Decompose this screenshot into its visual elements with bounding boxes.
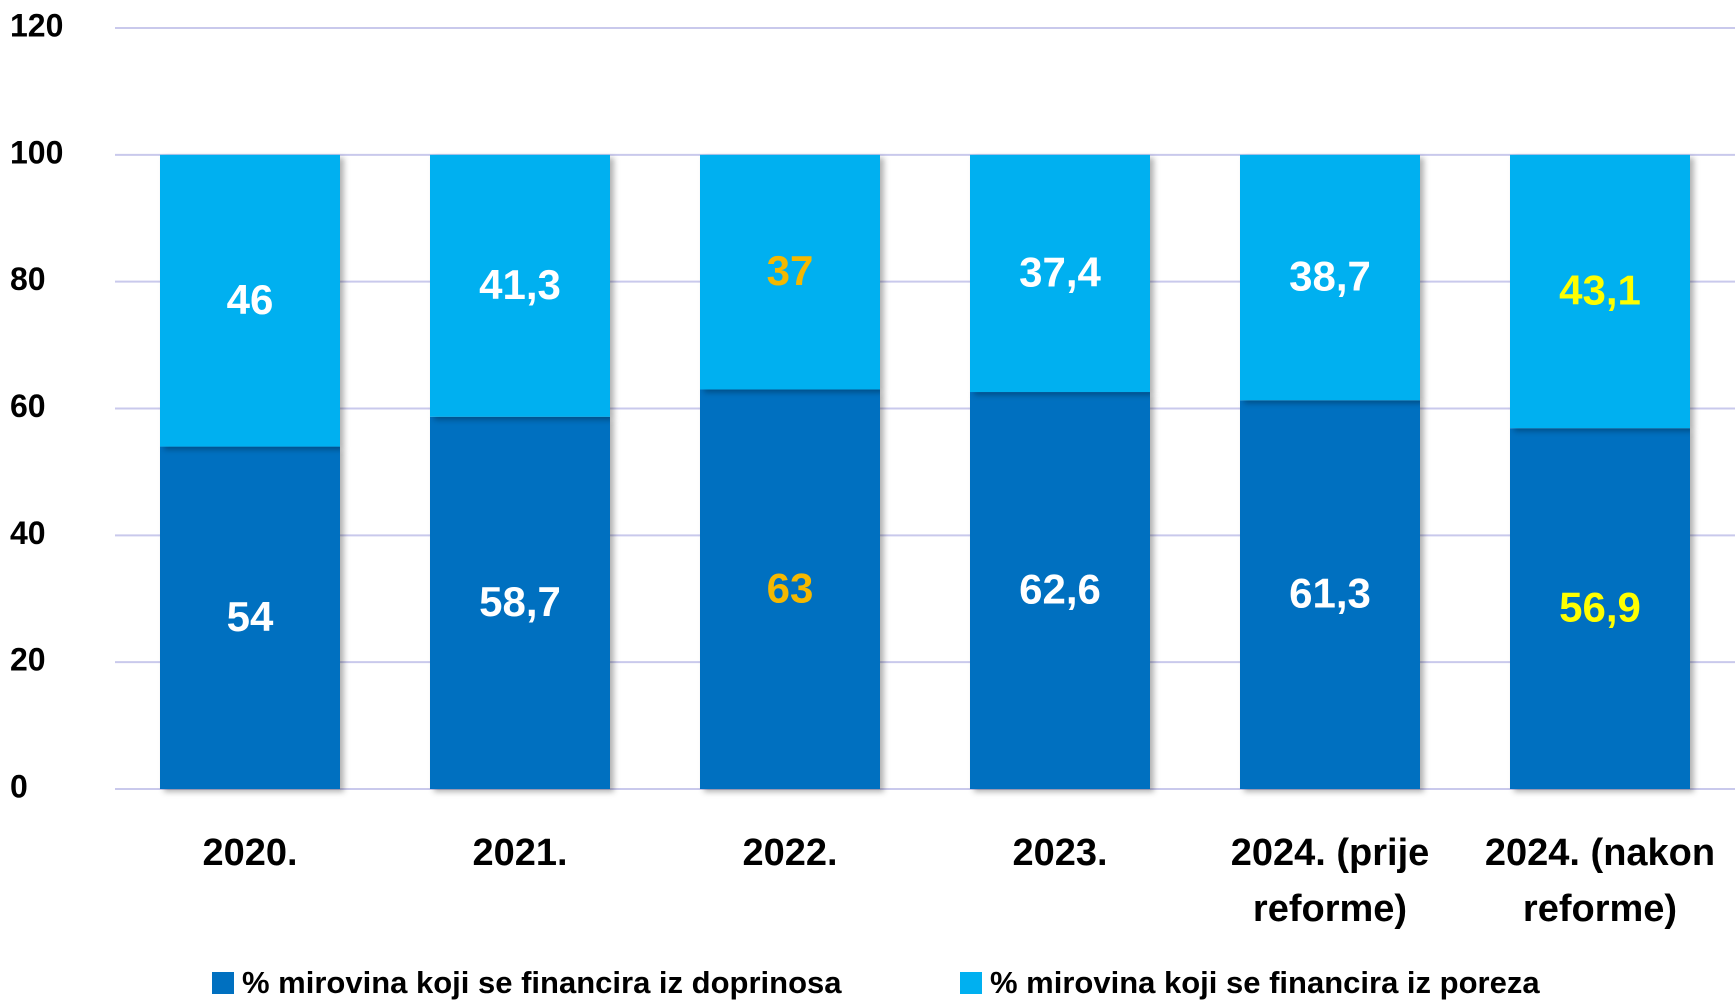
value-label: 37 xyxy=(767,247,814,294)
y-tick-label: 20 xyxy=(10,642,46,678)
bar-segment xyxy=(1240,400,1420,789)
x-tick-label: 2024. (prije reforme) xyxy=(1230,832,1430,930)
value-label: 38,7 xyxy=(1289,253,1371,300)
value-label: 63 xyxy=(767,564,814,611)
legend-label: % mirovina koji se financira iz poreza xyxy=(990,965,1540,1000)
bar-segment xyxy=(430,154,610,417)
value-label: 41,3 xyxy=(479,261,561,308)
bar-segment xyxy=(430,416,610,789)
bar-segment xyxy=(1510,428,1690,789)
value-label: 46 xyxy=(227,276,274,323)
bar-segment xyxy=(970,154,1150,393)
legend-swatch xyxy=(960,972,982,994)
value-label: 54 xyxy=(227,593,274,640)
legend-label: % mirovina koji se financira iz doprinos… xyxy=(242,965,842,1000)
value-label: 43,1 xyxy=(1559,267,1641,314)
value-label: 58,7 xyxy=(479,578,561,625)
bar-segment xyxy=(160,154,340,447)
bar-segment xyxy=(970,392,1150,789)
value-label: 62,6 xyxy=(1019,566,1101,613)
bar-segment xyxy=(160,446,340,789)
bar-segment xyxy=(700,154,880,390)
value-label: 56,9 xyxy=(1559,584,1641,631)
bar-segment xyxy=(700,389,880,789)
legend-swatch xyxy=(212,972,234,994)
y-tick-label: 80 xyxy=(10,261,46,297)
x-tick-label: 2023. xyxy=(1012,832,1108,874)
x-tick-label: 2021. xyxy=(472,832,568,874)
y-tick-label: 40 xyxy=(10,515,46,551)
y-tick-label: 100 xyxy=(10,134,63,170)
y-tick-label: 60 xyxy=(10,388,46,424)
x-tick-label: 2022. xyxy=(742,832,838,874)
value-label: 61,3 xyxy=(1289,570,1371,617)
x-tick-label: 2020. xyxy=(202,832,298,874)
bar-segment xyxy=(1510,154,1690,429)
x-tick-label: 2024. (nakon reforme) xyxy=(1484,832,1716,930)
y-tick-label: 0 xyxy=(10,768,28,804)
value-label: 37,4 xyxy=(1019,249,1101,296)
bar-segment xyxy=(1240,154,1420,401)
y-tick-label: 120 xyxy=(10,7,63,43)
